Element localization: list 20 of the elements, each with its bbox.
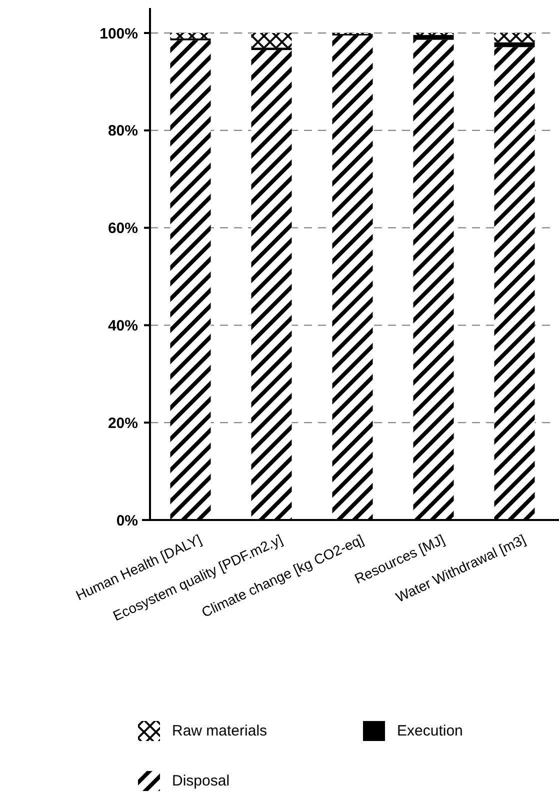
bar: [251, 48, 292, 50]
bar: [332, 35, 373, 520]
bar: [494, 33, 535, 42]
bar: [251, 50, 292, 520]
legend-label: Disposal: [172, 772, 230, 790]
bar: [170, 40, 211, 520]
bar: [494, 47, 535, 520]
bar: [413, 40, 454, 520]
y-tick-label: 0%: [116, 512, 138, 530]
bar: [494, 42, 535, 48]
bar: [413, 34, 454, 40]
y-tick-label: 60%: [108, 220, 138, 238]
y-tick-label: 100%: [100, 25, 138, 42]
legend-label: Raw materials: [172, 722, 268, 740]
y-tick-label: 80%: [108, 122, 138, 140]
y-tick-label: 20%: [108, 414, 138, 432]
legend-label: Execution: [397, 722, 463, 740]
bar: [170, 33, 211, 38]
y-tick-label: 40%: [108, 317, 138, 334]
bar: [251, 33, 292, 48]
